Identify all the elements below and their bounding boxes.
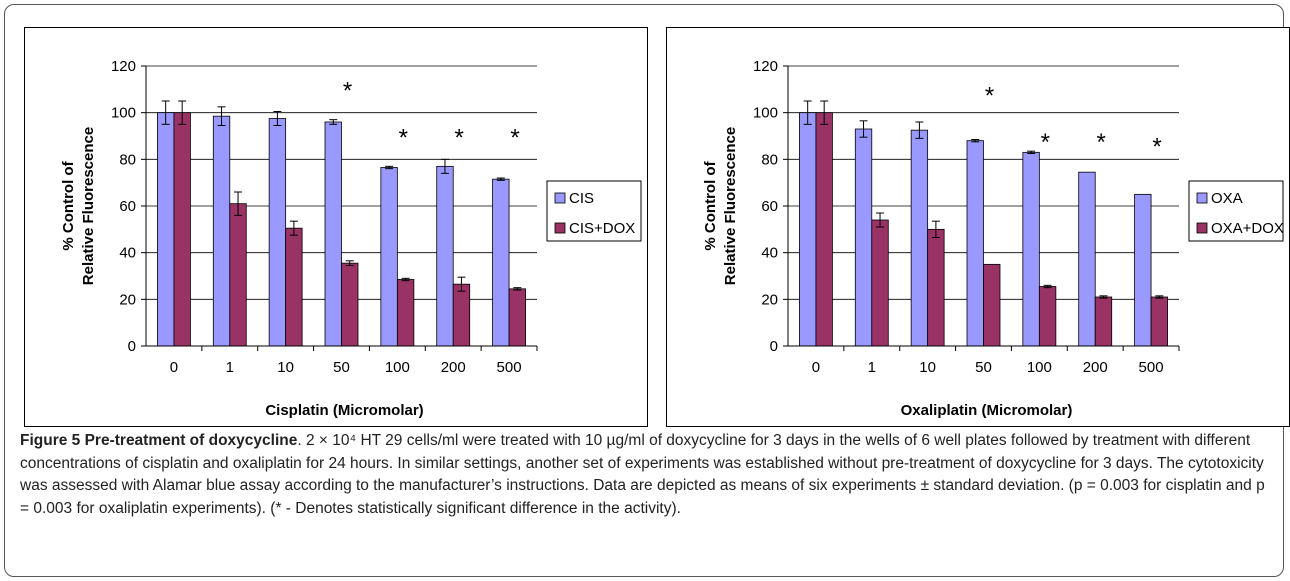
bar-oxa-dox [1150, 296, 1168, 347]
bar-cis-dox [341, 262, 359, 347]
bar-oxa [1078, 171, 1096, 347]
bar-oxa [966, 140, 984, 347]
bar-oxa-dox [1038, 286, 1057, 347]
bar-cis-dox [508, 288, 526, 347]
figure-caption: Figure 5 Pre-treatment of doxycycline. 2… [20, 430, 1272, 520]
legend-swatch [554, 222, 566, 234]
bar-cis-dox [452, 283, 471, 347]
legend-swatch [1196, 222, 1208, 234]
y-tick-label: 120 [753, 58, 778, 75]
significance-star: * [1152, 134, 1161, 161]
x-tick-label: 500 [497, 359, 522, 376]
bar-cis-dox [285, 227, 303, 347]
bar-cis [324, 121, 342, 347]
bar-cis [212, 115, 231, 347]
chart-panel-cisplatin: 0 20 40 60 80 100 120 0 1 10 50 100 200 500 * * * * Cispla… [24, 27, 648, 427]
y-tick-label: 40 [119, 245, 136, 262]
bar-oxa [910, 129, 929, 347]
y-tick-label: 20 [761, 291, 778, 308]
bar-cis [436, 165, 454, 347]
y-axis-label-line: Relative Fluorescence [80, 127, 97, 285]
bar-cis-dox [229, 203, 247, 347]
x-tick-label: 200 [1083, 359, 1108, 376]
x-axis-label: Cisplatin (Micromolar) [265, 402, 423, 419]
y-tick-label: 80 [761, 151, 778, 168]
significance-star: * [1097, 129, 1106, 156]
chart-oxaliplatin: 0 20 40 60 80 100 120 0 1 10 50 100 200 500 * * * * Oxalip… [702, 58, 1284, 419]
legend-swatch [554, 192, 566, 204]
bar-oxa [854, 128, 873, 347]
y-axis-label-line: % Control of [60, 160, 77, 250]
significance-star: * [985, 82, 994, 109]
x-tick-label: 100 [385, 359, 410, 376]
chart-cisplatin: 0 20 40 60 80 100 120 0 1 10 50 100 200 500 * * * * Cispla… [60, 58, 642, 419]
y-axis-label-line: Relative Fluorescence [722, 127, 739, 285]
caption-text: . 2 × 10⁴ HT 29 cells/ml were treated wi… [20, 432, 1265, 517]
y-tick-label: 60 [761, 198, 778, 215]
bar-oxa-dox [815, 112, 833, 347]
x-tick-label: 10 [277, 359, 294, 376]
bar-oxa-dox [927, 228, 945, 347]
x-tick-label: 0 [812, 359, 820, 376]
x-tick-label: 50 [975, 359, 992, 376]
x-tick-label: 50 [333, 359, 350, 376]
figure-frame: 0 20 40 60 80 100 120 0 1 10 50 100 200 500 * * * * Cispla… [4, 4, 1290, 577]
y-axis-label: % Control of Relative Fluorescence [702, 127, 739, 285]
significance-star: * [1041, 129, 1050, 156]
x-tick-label: 0 [170, 359, 178, 376]
x-tick-label: 100 [1027, 359, 1052, 376]
legend-label: OXA+DOX [1211, 220, 1284, 237]
bar-cis [492, 178, 510, 347]
y-tick-label: 20 [119, 291, 136, 308]
y-tick-label: 120 [111, 58, 136, 75]
y-tick-label: 100 [753, 105, 778, 122]
bar-oxa-dox [983, 263, 1001, 347]
bar-cis [157, 112, 175, 347]
y-tick-label: 60 [119, 198, 136, 215]
bar-cis-dox [396, 279, 415, 347]
significance-star: * [399, 124, 408, 151]
x-tick-label: 1 [868, 359, 876, 376]
bar-oxa [799, 112, 817, 347]
y-tick-label: 100 [111, 105, 136, 122]
significance-star: * [343, 78, 352, 105]
bar-cis [380, 167, 398, 347]
bar-cis [268, 118, 287, 347]
bar-oxa-dox [871, 219, 889, 347]
x-tick-label: 1 [226, 359, 234, 376]
bar-oxa-dox [1094, 296, 1113, 347]
significance-star: * [455, 124, 464, 151]
bar-oxa [1134, 193, 1152, 347]
legend-swatch [1196, 192, 1208, 204]
caption-label: Figure 5 Pre-treatment of doxycycline [20, 432, 298, 449]
y-tick-label: 0 [128, 338, 136, 355]
y-tick-label: 0 [770, 338, 778, 355]
legend-label: CIS+DOX [569, 220, 635, 237]
bar-cis-dox [173, 112, 191, 347]
x-tick-label: 500 [1139, 359, 1164, 376]
legend-label: CIS [569, 190, 594, 207]
y-tick-label: 40 [761, 245, 778, 262]
x-tick-label: 200 [441, 359, 466, 376]
legend-label: OXA [1211, 190, 1243, 207]
y-axis-label: % Control of Relative Fluorescence [60, 127, 97, 285]
x-axis-label: Oxaliplatin (Micromolar) [901, 402, 1073, 419]
y-axis-label-line: % Control of [702, 160, 719, 250]
chart-panel-oxaliplatin: 0 20 40 60 80 100 120 0 1 10 50 100 200 500 * * * * Oxalip… [666, 27, 1290, 427]
bar-oxa [1022, 151, 1040, 347]
y-tick-label: 80 [119, 151, 136, 168]
legend-box [546, 180, 642, 242]
x-tick-label: 10 [919, 359, 936, 376]
significance-star: * [510, 124, 519, 151]
